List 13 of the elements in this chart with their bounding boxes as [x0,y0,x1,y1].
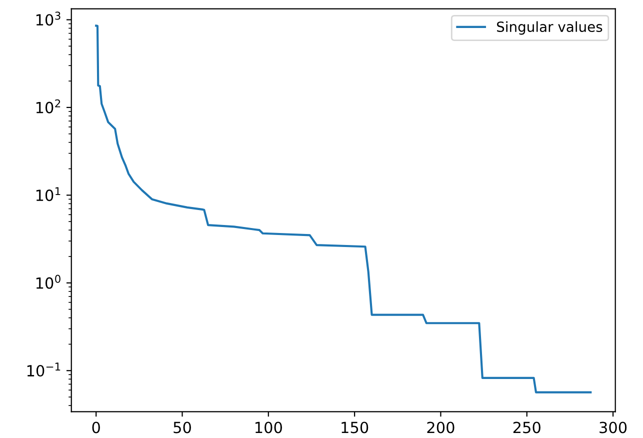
y-tick-label: 10$^{−1}$ [27,362,60,377]
x-tick-label: 300 [600,422,627,434]
y-tick-label: 10$^{2}$ [36,99,60,114]
x-tick-label: 200 [427,422,454,434]
x-tick-label: 50 [174,422,191,434]
x-tick-label: 100 [256,422,282,434]
y-tick-label: 10$^{3}$ [36,12,60,26]
x-tick-label: 250 [513,422,540,434]
x-tick-label: 150 [342,422,368,434]
y-tick-label: 10$^{0}$ [36,274,60,289]
y-tick-label: 10$^{1}$ [36,187,60,202]
legend-label: Singular values [497,21,602,35]
x-tick-label: 0 [92,422,100,434]
